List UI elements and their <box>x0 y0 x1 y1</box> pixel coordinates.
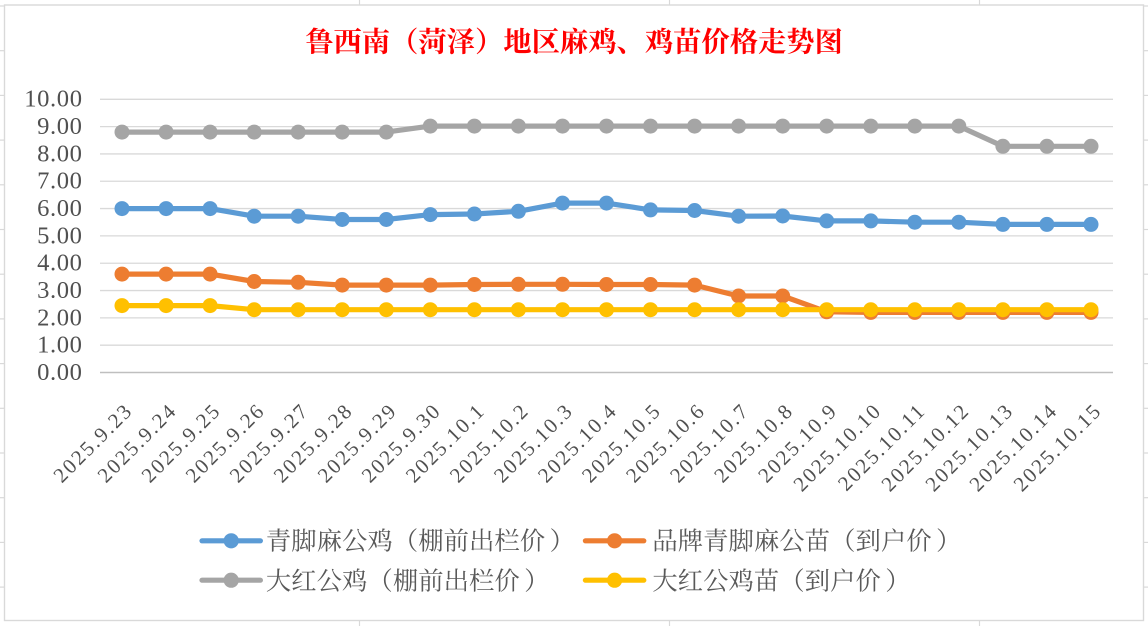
svg-text:10.00: 10.00 <box>24 86 82 113</box>
svg-text:3.00: 3.00 <box>37 277 82 304</box>
svg-text:2.00: 2.00 <box>37 304 82 331</box>
svg-text:9.00: 9.00 <box>37 113 82 140</box>
svg-text:1.00: 1.00 <box>37 332 82 359</box>
svg-text:4.00: 4.00 <box>37 250 82 277</box>
svg-text:8.00: 8.00 <box>37 140 82 167</box>
svg-text:5.00: 5.00 <box>37 222 82 249</box>
svg-text:0.00: 0.00 <box>37 359 82 386</box>
svg-text:6.00: 6.00 <box>37 195 82 222</box>
svg-text:7.00: 7.00 <box>37 168 82 195</box>
